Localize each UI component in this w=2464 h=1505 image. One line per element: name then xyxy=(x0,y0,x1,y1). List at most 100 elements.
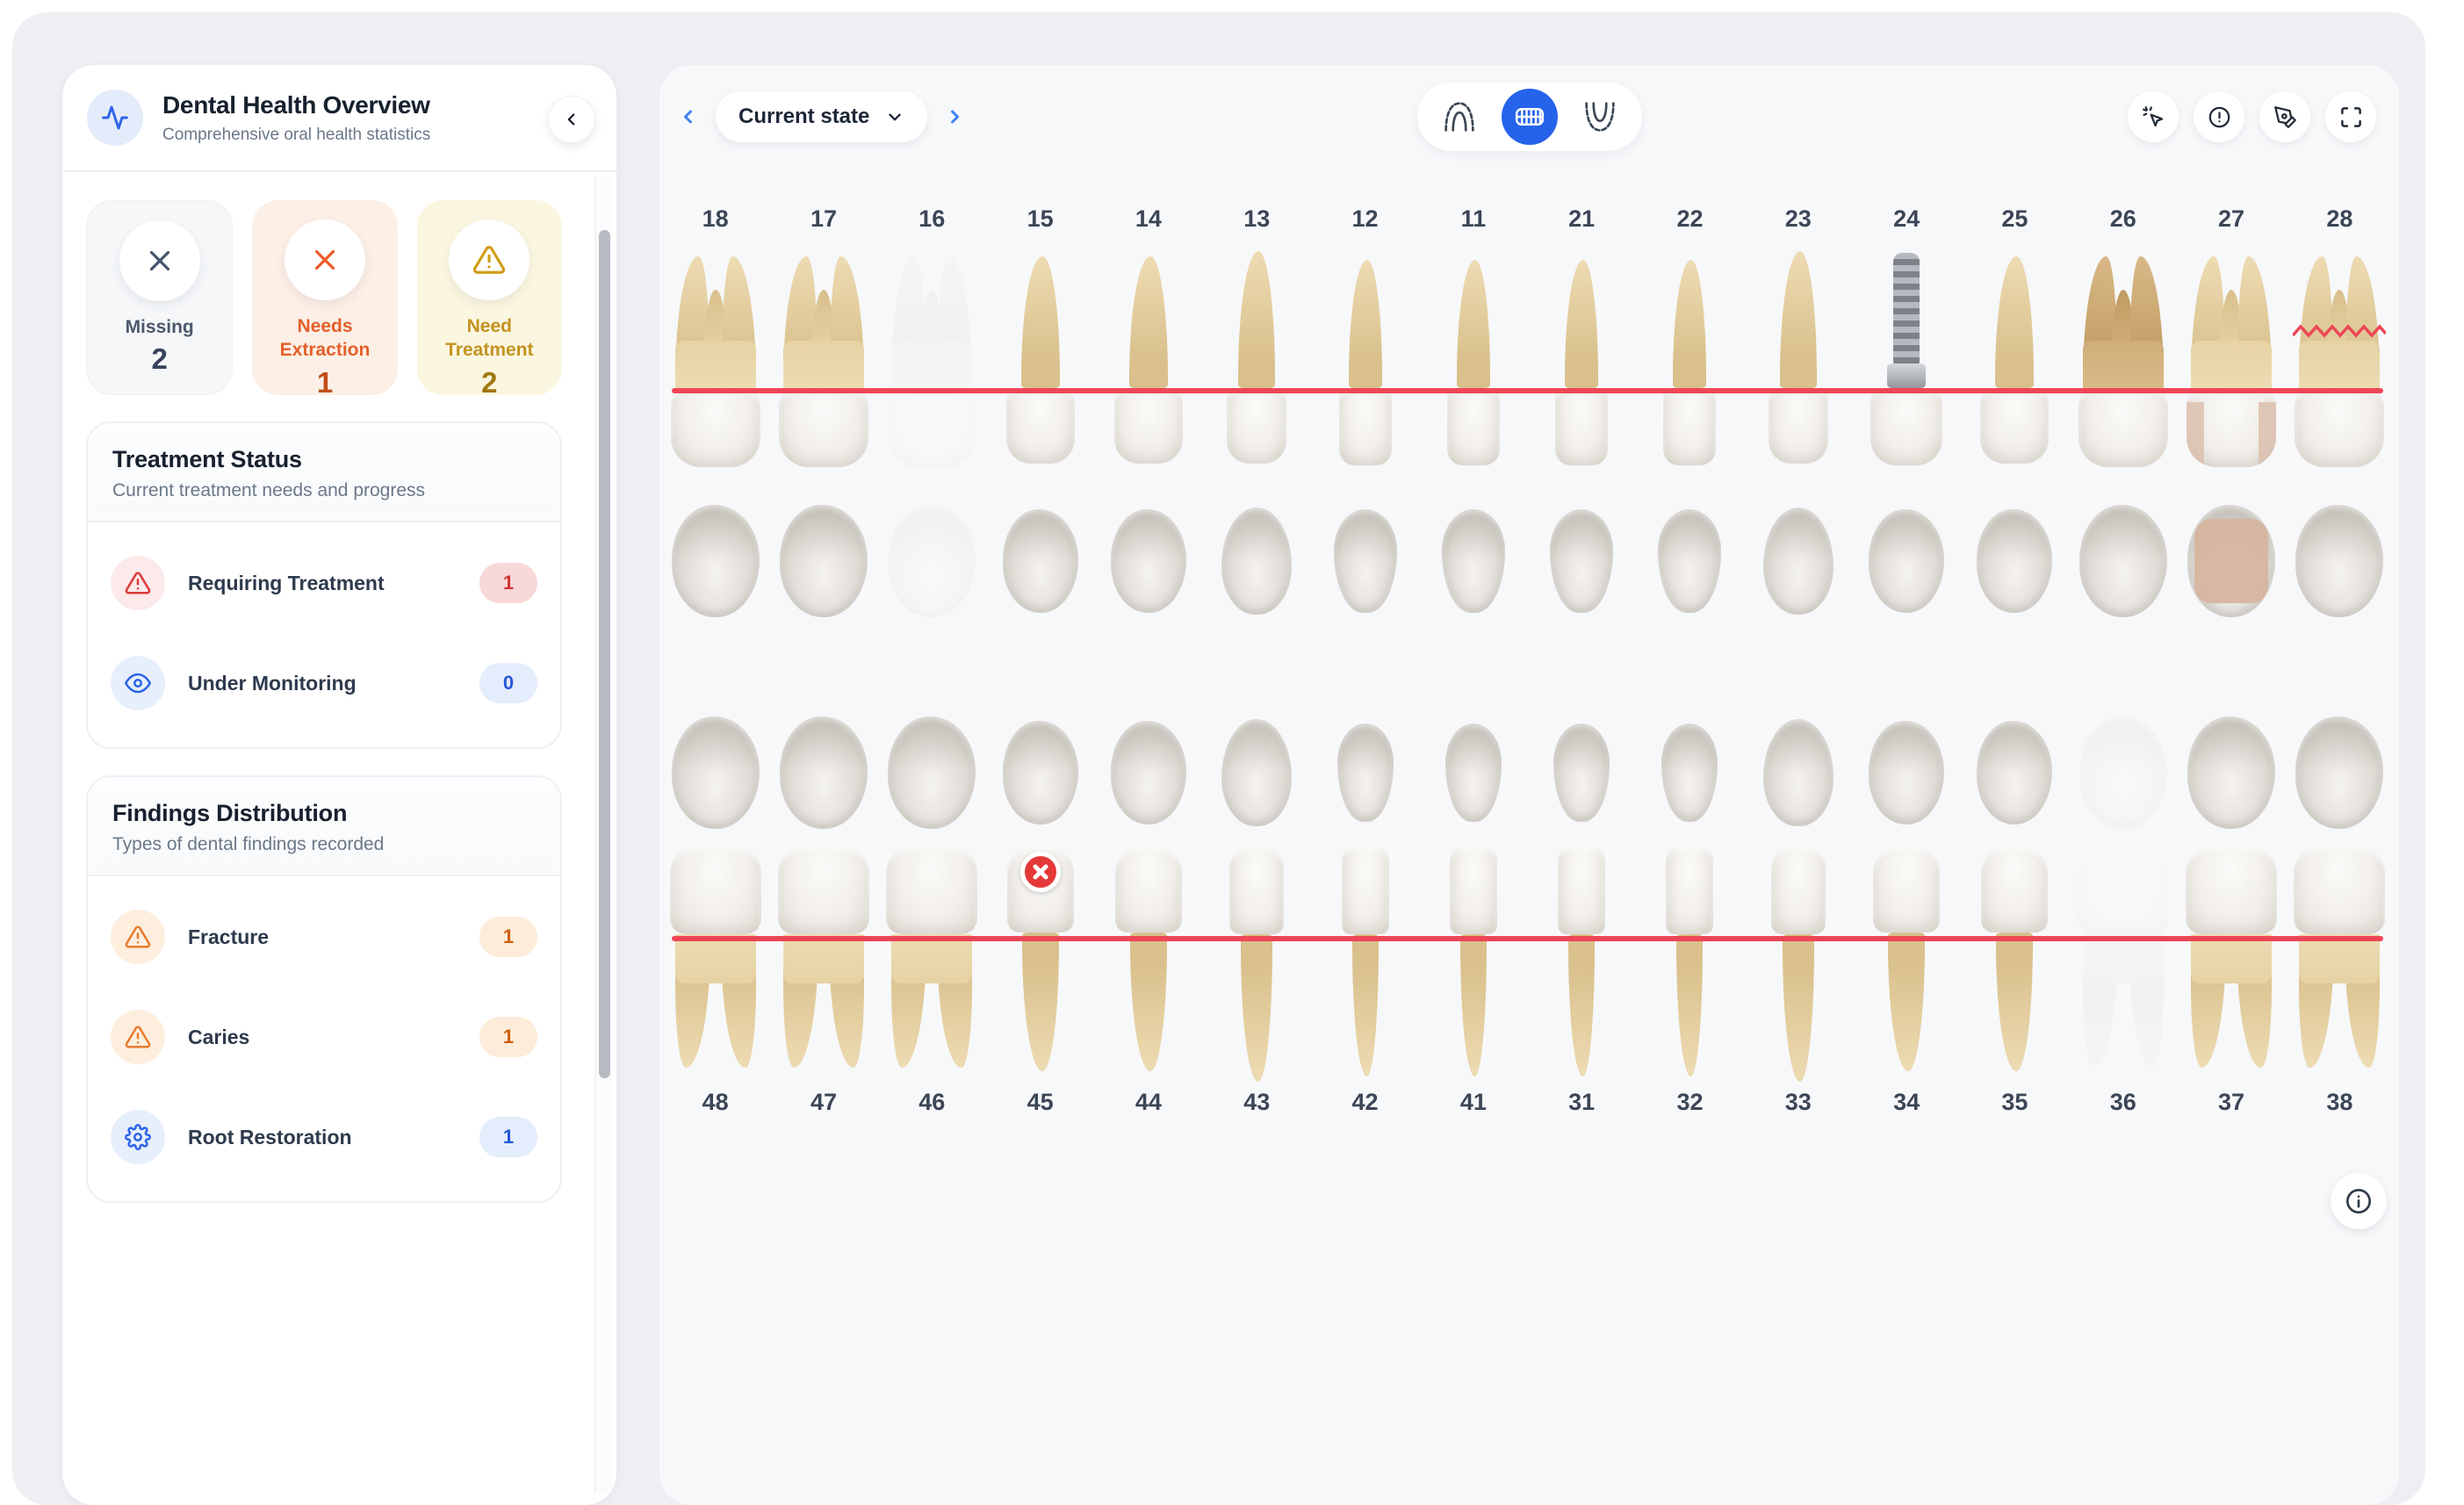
lower-arch-view-button[interactable] xyxy=(1565,83,1635,151)
tooth-occlusal-45[interactable] xyxy=(986,721,1094,825)
tooth-occlusal-18[interactable] xyxy=(661,505,769,617)
tooth-48[interactable] xyxy=(661,846,769,1085)
tooth-occlusal-46[interactable] xyxy=(878,716,986,829)
tooth-occlusal-36[interactable] xyxy=(2069,716,2177,829)
dental-chart: 18 17 16 15 14 13 12 11 21 22 23 24 25 26 27 28 48 47 46 4… xyxy=(661,205,2394,1171)
tooth-occlusal-37[interactable] xyxy=(2177,716,2285,829)
state-selector-dropdown[interactable]: Current state xyxy=(716,91,928,142)
tooth-occlusal-33[interactable] xyxy=(1744,719,1852,826)
tooth-14[interactable] xyxy=(1094,251,1202,464)
tooth-occlusal-28[interactable] xyxy=(2286,505,2394,617)
next-state-button[interactable] xyxy=(940,102,969,132)
tooth-occlusal-23[interactable] xyxy=(1744,508,1852,615)
upper-arch-view-button[interactable] xyxy=(1424,83,1495,151)
tooth-occlusal-13[interactable] xyxy=(1203,508,1311,615)
tooth-43[interactable] xyxy=(1203,846,1311,1085)
tooth-number-17: 17 xyxy=(810,205,837,232)
tooth-occlusal-34[interactable] xyxy=(1852,721,1960,825)
tooth-crown-22 xyxy=(1663,388,1717,465)
tooth-12[interactable] xyxy=(1311,251,1419,465)
root-base xyxy=(674,341,756,388)
tooth-33[interactable] xyxy=(1744,846,1852,1085)
tooth-24[interactable] xyxy=(1852,251,1960,465)
tooth-graphic-48 xyxy=(669,846,762,1085)
tooth-occlusal-43[interactable] xyxy=(1203,719,1311,826)
tooth-occlusal-12[interactable] xyxy=(1311,509,1419,613)
tooth-number-38: 38 xyxy=(2326,1089,2353,1115)
tooth-22[interactable] xyxy=(1636,251,1744,465)
tooth-32[interactable] xyxy=(1636,846,1744,1085)
tooth-37[interactable] xyxy=(2177,846,2285,1085)
tooth-number-cell-35: 35 xyxy=(1961,1089,2069,1124)
sidebar-scrollbar-thumb[interactable] xyxy=(599,230,610,1078)
tooth-38[interactable] xyxy=(2286,846,2394,1085)
tooth-crown-35 xyxy=(1981,846,2049,933)
tooth-occlusal-38[interactable] xyxy=(2286,716,2394,829)
root-prong xyxy=(1565,260,1599,388)
tooth-47[interactable] xyxy=(769,846,877,1085)
tooth-occlusal-25[interactable] xyxy=(1961,509,2069,613)
tooth-occlusal-47[interactable] xyxy=(769,716,877,829)
tooth-42[interactable] xyxy=(1311,846,1419,1085)
tooth-31[interactable] xyxy=(1528,846,1636,1085)
tooth-occlusal-32[interactable] xyxy=(1636,724,1744,822)
tooth-roots-23 xyxy=(1752,251,1845,388)
tooth-occlusal-15[interactable] xyxy=(986,509,1094,613)
tooth-number-cell-28: 28 xyxy=(2286,205,2394,241)
tooth-occlusal-16[interactable] xyxy=(878,505,986,617)
tooth-graphic-23 xyxy=(1752,251,1845,464)
sidebar-collapse-button[interactable] xyxy=(548,96,595,143)
occlusal-graphic-48 xyxy=(671,716,760,829)
sidebar-scrollbar-track[interactable] xyxy=(594,176,612,1493)
info-button[interactable] xyxy=(2331,1173,2387,1229)
x-icon xyxy=(119,220,200,301)
tooth-number-32: 32 xyxy=(1676,1089,1704,1115)
tooth-occlusal-31[interactable] xyxy=(1528,724,1636,822)
full-dentition-view-button[interactable] xyxy=(1501,89,1558,145)
tooth-roots-34 xyxy=(1860,933,1953,1084)
tooth-occlusal-44[interactable] xyxy=(1094,721,1202,825)
tooth-46[interactable] xyxy=(878,846,986,1085)
tooth-13[interactable] xyxy=(1203,251,1311,464)
tooth-occlusal-26[interactable] xyxy=(2069,505,2177,617)
extraction-marker-icon xyxy=(1019,852,1061,892)
tooth-25[interactable] xyxy=(1961,251,2069,464)
tooth-44[interactable] xyxy=(1094,846,1202,1084)
tooth-graphic-12 xyxy=(1319,251,1412,465)
cursor-click-button[interactable] xyxy=(2128,91,2179,142)
tooth-16[interactable] xyxy=(878,251,986,467)
list-item-root-restoration: Root Restoration 1 xyxy=(111,1110,537,1164)
tooth-occlusal-24[interactable] xyxy=(1852,509,1960,613)
tooth-35[interactable] xyxy=(1961,846,2069,1084)
treatment-status-subtitle: Current treatment needs and progress xyxy=(112,480,426,500)
previous-state-button[interactable] xyxy=(674,102,703,132)
tooth-21[interactable] xyxy=(1528,251,1636,465)
tooth-number-22: 22 xyxy=(1676,205,1704,232)
tooth-occlusal-11[interactable] xyxy=(1419,509,1527,613)
tooth-15[interactable] xyxy=(986,251,1094,464)
fullscreen-button[interactable] xyxy=(2325,91,2376,142)
tooth-occlusal-21[interactable] xyxy=(1528,509,1636,613)
alerts-button[interactable] xyxy=(2194,91,2244,142)
tooth-occlusal-27[interactable] xyxy=(2177,505,2285,617)
tooth-occlusal-14[interactable] xyxy=(1094,509,1202,613)
tooth-18[interactable] xyxy=(661,251,769,467)
tooth-graphic-38 xyxy=(2293,846,2386,1085)
tooth-occlusal-48[interactable] xyxy=(661,716,769,829)
tooth-45[interactable] xyxy=(986,846,1094,1084)
tooth-34[interactable] xyxy=(1852,846,1960,1084)
tooth-occlusal-41[interactable] xyxy=(1419,724,1527,822)
tooth-26[interactable] xyxy=(2069,251,2177,467)
tooth-41[interactable] xyxy=(1419,846,1527,1085)
tooth-occlusal-35[interactable] xyxy=(1961,721,2069,825)
tooth-occlusal-17[interactable] xyxy=(769,505,877,617)
tooth-11[interactable] xyxy=(1419,251,1527,465)
tooth-36[interactable] xyxy=(2069,846,2177,1085)
annotate-button[interactable] xyxy=(2259,91,2310,142)
tooth-occlusal-22[interactable] xyxy=(1636,509,1744,613)
tooth-27[interactable] xyxy=(2177,251,2285,467)
tooth-23[interactable] xyxy=(1744,251,1852,464)
tooth-28[interactable] xyxy=(2286,251,2394,467)
tooth-17[interactable] xyxy=(769,251,877,467)
tooth-occlusal-42[interactable] xyxy=(1311,724,1419,822)
